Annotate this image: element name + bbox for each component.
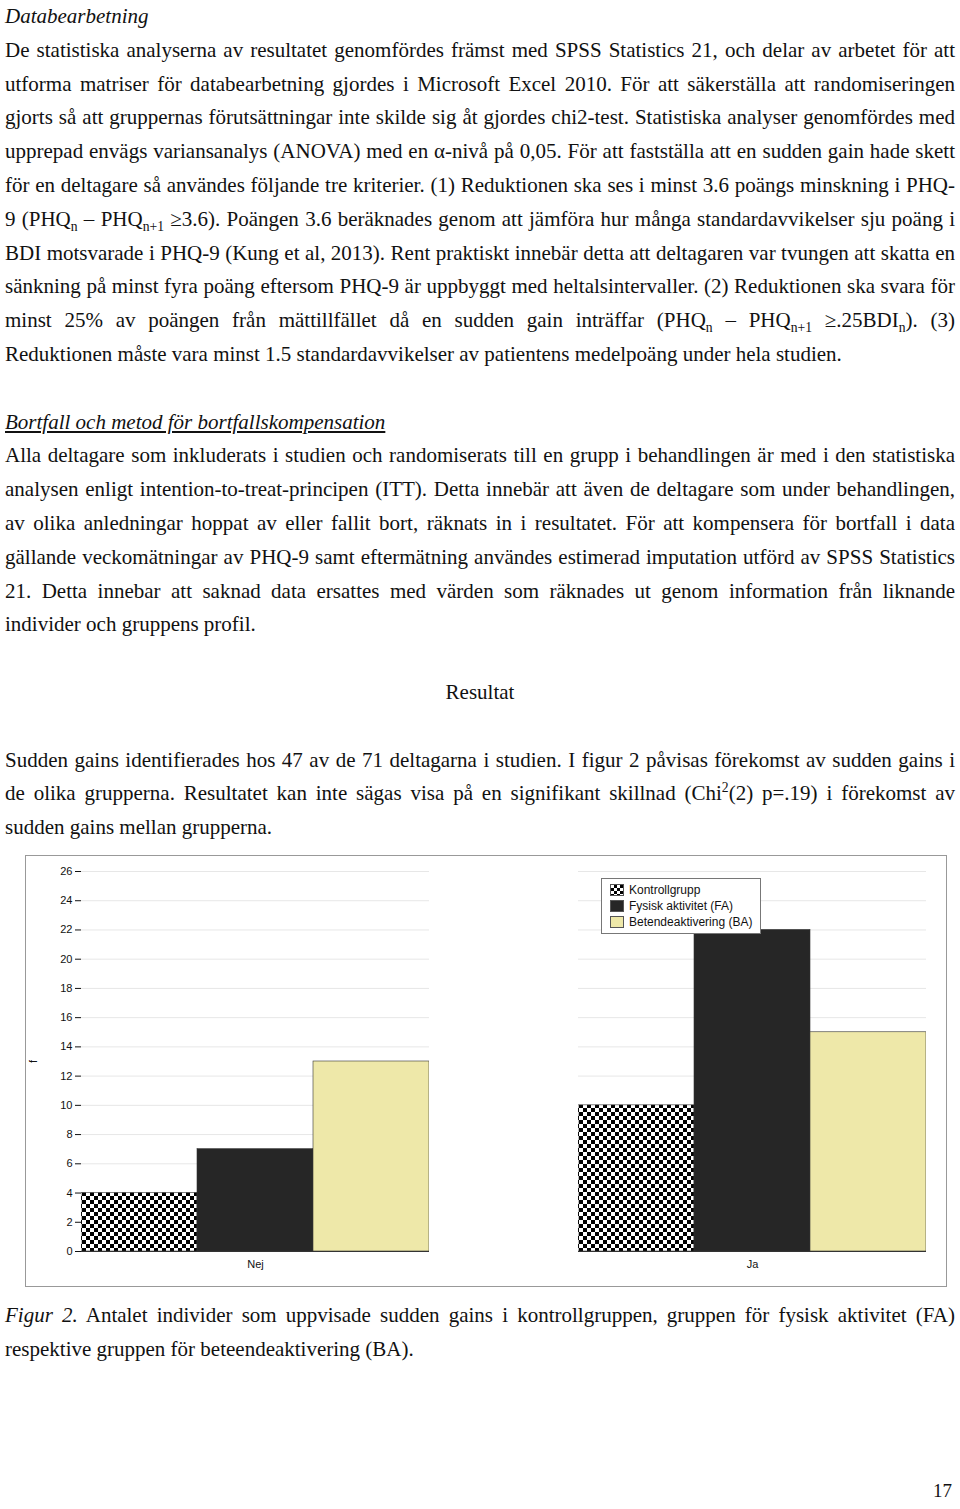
- html-text:Betendeaktivering (BA): Betendeaktivering (BA): [629, 914, 753, 929]
- svg-text:f: f: [27, 1059, 39, 1063]
- svg-text:14: 14: [60, 1040, 72, 1052]
- svg-text:10: 10: [60, 1099, 72, 1111]
- svg-text:18: 18: [60, 982, 72, 994]
- svg-text:0: 0: [66, 1245, 72, 1257]
- svg-text:6: 6: [66, 1157, 72, 1169]
- html-text:17: 17: [933, 1480, 952, 1501]
- svg-text:26: 26: [60, 865, 72, 877]
- html-text:Bortfall och metod för bortfal: Bortfall och metod för bortfallskompensa…: [5, 409, 386, 434]
- html-text:Figur 2. Antalet individer som: Figur 2. Antalet individer som uppvisade…: [5, 1302, 955, 1361]
- html-text:Sudden gains identifierades ho: Sudden gains identifierades hos 47 av de…: [5, 747, 955, 840]
- svg-text:Nej: Nej: [247, 1258, 264, 1270]
- svg-text:24: 24: [60, 894, 72, 906]
- html-text:De statistiska analyserna av r: De statistiska analyserna av resultatet …: [5, 37, 955, 366]
- html-text:Resultat: Resultat: [445, 679, 515, 704]
- html-text:Fysisk aktivitet (FA): Fysisk aktivitet (FA): [629, 898, 733, 913]
- svg-text:22: 22: [60, 923, 72, 935]
- html-text:Alla deltagare som inkluderats: Alla deltagare som inkluderats i studien…: [5, 443, 955, 637]
- html-text:Kontrollgrupp: Kontrollgrupp: [629, 882, 701, 897]
- html-text:Databearbetning: Databearbetning: [5, 4, 149, 28]
- svg-text:2: 2: [66, 1216, 72, 1228]
- svg-text:20: 20: [60, 953, 72, 965]
- svg-text:16: 16: [60, 1011, 72, 1023]
- svg-text:Ja: Ja: [747, 1258, 760, 1270]
- svg-text:12: 12: [60, 1070, 72, 1082]
- svg-text:8: 8: [66, 1128, 72, 1140]
- svg-text:4: 4: [66, 1186, 72, 1198]
